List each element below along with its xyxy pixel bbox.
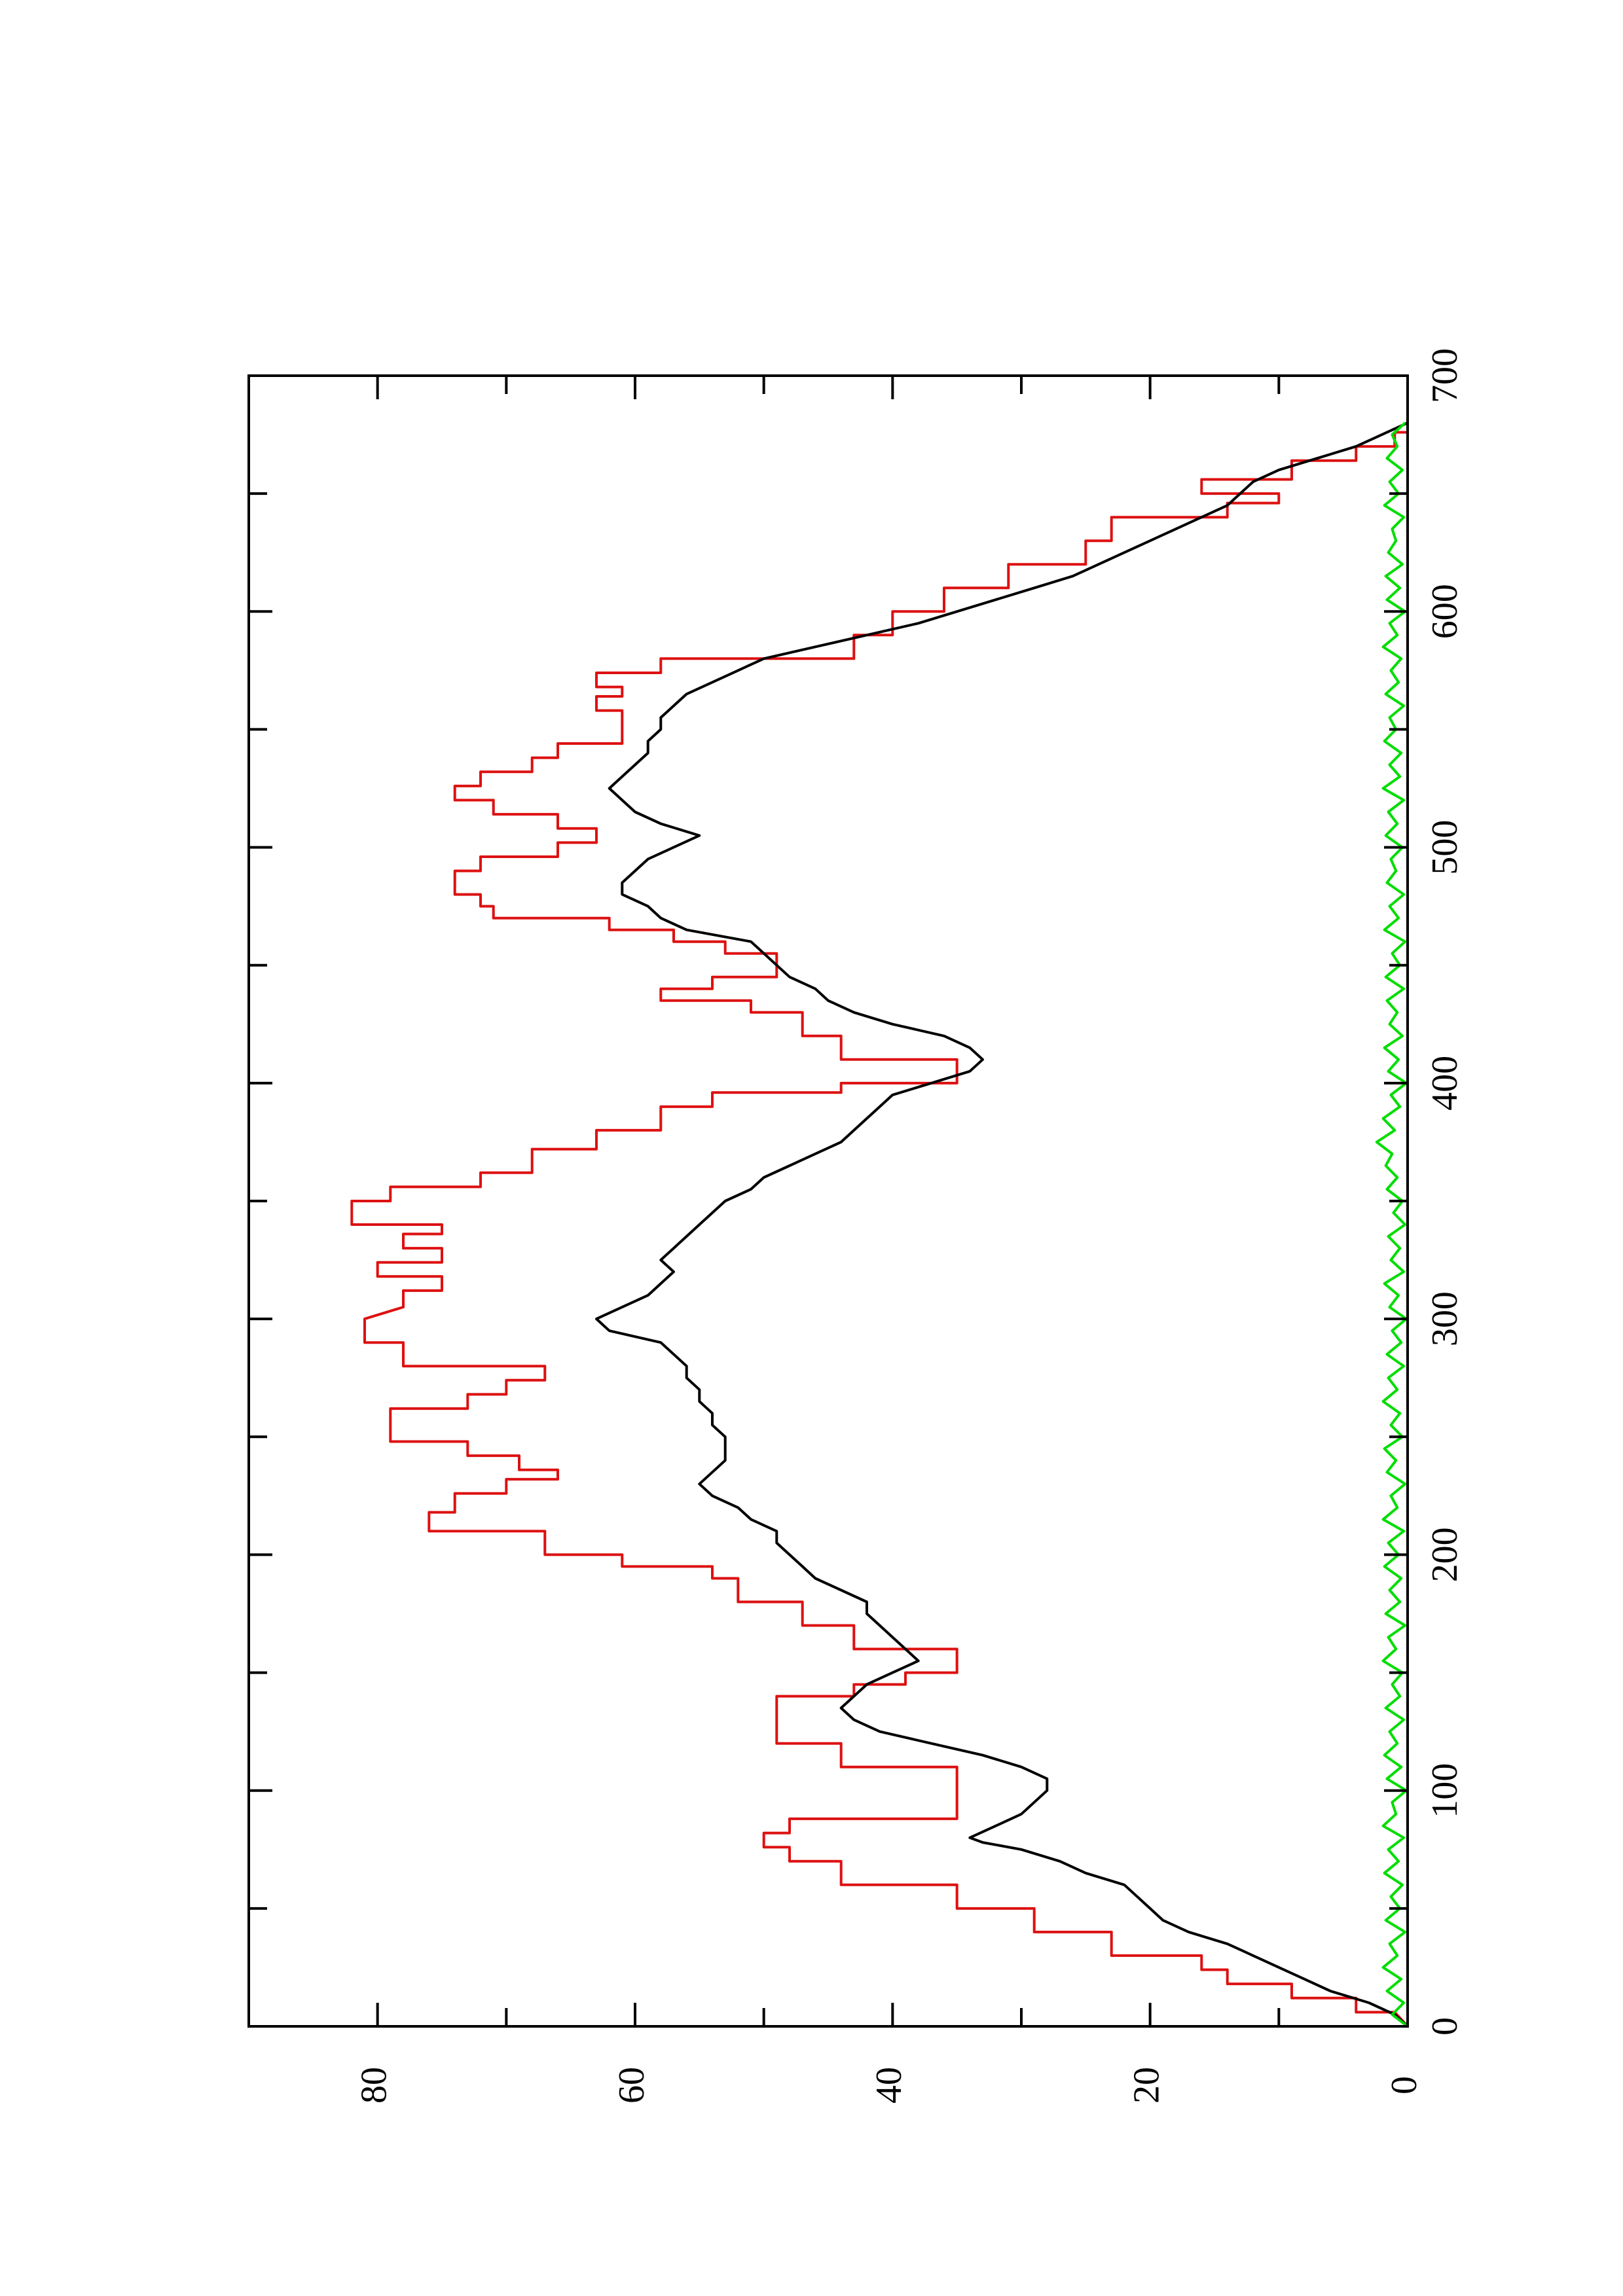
series-line-2 <box>595 422 1409 2028</box>
x-tick-label: 700 <box>1425 348 1465 403</box>
series-line-3 <box>1375 422 1409 2028</box>
y-tick-label: 60 <box>611 2067 652 2104</box>
x-tick-label: 0 <box>1425 2017 1465 2036</box>
x-tick-label: 200 <box>1425 1527 1465 1582</box>
y-tick-label: 80 <box>354 2067 395 2104</box>
y-tick-label: 0 <box>1384 2076 1425 2094</box>
y-tick-label: 40 <box>869 2067 909 2104</box>
x-tick-label: 300 <box>1425 1291 1465 1346</box>
x-tick-label: 500 <box>1425 820 1465 875</box>
x-tick-label: 100 <box>1425 1763 1465 1818</box>
ticks-layer <box>247 374 1409 2028</box>
x-tick-label: 400 <box>1425 1056 1465 1111</box>
series-line-1 <box>350 431 1409 2028</box>
y-tick-label: 20 <box>1127 2067 1167 2104</box>
x-tick-label: 600 <box>1425 584 1465 639</box>
plot-frame <box>247 374 1409 2028</box>
labels-layer: 0 100 200 300 400 500 600 700 0 20 40 60 80 <box>354 348 1465 2104</box>
series-layer <box>350 422 1409 2028</box>
